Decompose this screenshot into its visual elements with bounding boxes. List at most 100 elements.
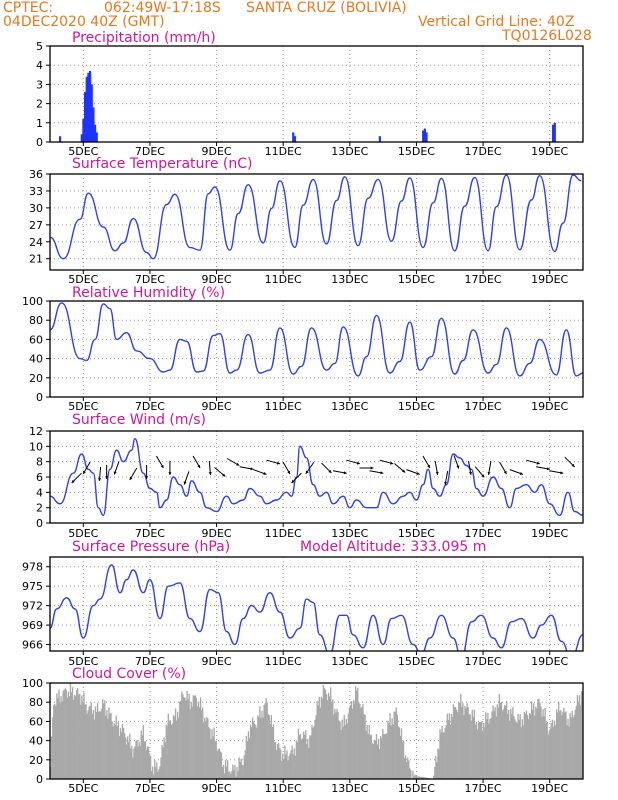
- cloud-bar: [252, 721, 255, 779]
- cloud-bar: [108, 707, 110, 779]
- cloud-bar: [290, 750, 292, 779]
- cloud-bar: [356, 690, 358, 779]
- cloud-bar: [514, 719, 516, 779]
- wind-arrow: [453, 455, 460, 469]
- precip-ytick-label: 4: [36, 59, 43, 72]
- cloud-bar: [364, 714, 366, 779]
- cloud-bar: [545, 722, 547, 779]
- temp-ytick-label: 24: [29, 236, 43, 249]
- cloud-bar: [357, 687, 359, 779]
- rh-panel: 5DEC 7DEC 9DEC 11DEC 13DEC 15DEC 17DEC 19DEC 0 20…: [22, 285, 584, 413]
- cloud-bar: [203, 722, 205, 779]
- pressure-xtick-label: 15DEC: [398, 655, 435, 668]
- cloud-bar: [300, 739, 303, 779]
- cloud-bar: [562, 711, 564, 779]
- wind-arrow: [474, 466, 485, 478]
- cloud-bar: [572, 717, 574, 779]
- cloud-bar: [107, 718, 109, 779]
- cloud-bar: [424, 777, 427, 779]
- cloud-bar: [63, 689, 65, 779]
- precip-ytick-label: 5: [36, 40, 43, 53]
- pressure-ytick-label: 969: [22, 619, 43, 632]
- precip-xtick-label: 11DEC: [265, 145, 302, 158]
- cloud-bar: [134, 746, 136, 779]
- cloud-bar: [235, 776, 237, 779]
- cloud-bar: [174, 708, 177, 779]
- cloud-bar: [345, 718, 347, 779]
- cloud-bar: [420, 776, 422, 779]
- cloud-bar: [288, 756, 290, 779]
- cloud-bar: [579, 704, 582, 779]
- cloud-bar: [170, 724, 173, 779]
- cloud-bar: [125, 744, 128, 779]
- cloud-bar: [160, 757, 162, 779]
- cloud-bar: [66, 697, 68, 779]
- cloud-bar: [330, 687, 332, 779]
- cloud-bar: [503, 705, 506, 779]
- cloud-bar: [228, 771, 230, 779]
- wind-arrow: [321, 462, 332, 474]
- cloud-bar: [540, 706, 542, 779]
- wind-arrow: [82, 461, 91, 475]
- cloud-bar: [555, 709, 558, 779]
- cloud-bar: [289, 753, 291, 779]
- cloud-bar: [371, 743, 374, 779]
- cloud-bar: [88, 706, 90, 779]
- cloud-bar: [291, 745, 293, 779]
- rh-ytick-label: 0: [36, 391, 43, 404]
- cloud-bar: [326, 700, 329, 779]
- wind-arrow: [564, 456, 575, 468]
- cloud-bar: [242, 765, 244, 779]
- cloud-bar: [54, 703, 56, 779]
- cloud-bar: [153, 774, 155, 779]
- cloud-frame: [49, 682, 584, 780]
- cloud-bar: [384, 734, 386, 779]
- cloud-bar: [62, 690, 64, 779]
- cloud-bar: [344, 725, 346, 779]
- cloud-bar: [358, 702, 360, 779]
- cloud-bar: [369, 735, 371, 779]
- cloud-bar: [563, 707, 565, 779]
- cloud-bar: [315, 715, 317, 779]
- cloud-bar: [269, 723, 271, 779]
- cloud-bar: [145, 749, 148, 779]
- pressure-ytick-label: 975: [22, 580, 43, 593]
- cloud-bar: [406, 761, 408, 779]
- cloud-bar: [489, 719, 491, 779]
- rh-xtick-label: 19DEC: [531, 400, 568, 413]
- cloud-bar: [98, 711, 101, 779]
- cloud-bar: [129, 733, 131, 779]
- cloud-bar: [246, 741, 249, 779]
- header-run: 04DEC2020 40Z (GMT): [3, 14, 165, 30]
- cloud-bar: [119, 727, 122, 779]
- cloud-bar: [353, 703, 356, 779]
- cloud-bar: [487, 712, 489, 779]
- pressure-xtick-label: 17DEC: [465, 655, 502, 668]
- cloud-bar: [404, 755, 407, 779]
- cloud-bar: [407, 757, 409, 779]
- cloud-bar: [292, 754, 294, 779]
- cloud-bar: [156, 762, 158, 779]
- cloud-bar: [50, 767, 52, 779]
- cloud-bar: [521, 719, 523, 779]
- cloud-bar: [268, 714, 270, 779]
- cloud-bar: [82, 702, 84, 779]
- precip-ytick-label: 3: [36, 78, 43, 91]
- cloud-bar: [78, 694, 80, 779]
- cloud-bar: [346, 723, 349, 779]
- cloud-bar: [306, 744, 308, 779]
- cloud-bar: [53, 705, 55, 779]
- cloud-bar: [132, 757, 134, 779]
- cloud-bar: [243, 755, 245, 779]
- cloud-bar: [272, 724, 275, 779]
- cloud-bar: [178, 717, 180, 779]
- cloud-bar: [461, 707, 463, 779]
- cloud-bar: [319, 707, 321, 779]
- temp-xtick-label: 9DEC: [202, 273, 232, 286]
- pressure-title: Surface Pressure (hPa): [72, 539, 230, 555]
- header-coords: 062:49W-17:18S: [104, 0, 221, 16]
- wind-arrow: [332, 470, 347, 475]
- cloud-bar: [452, 704, 455, 779]
- precip-ytick-label: 0: [36, 136, 43, 149]
- cloud-bar: [259, 706, 261, 779]
